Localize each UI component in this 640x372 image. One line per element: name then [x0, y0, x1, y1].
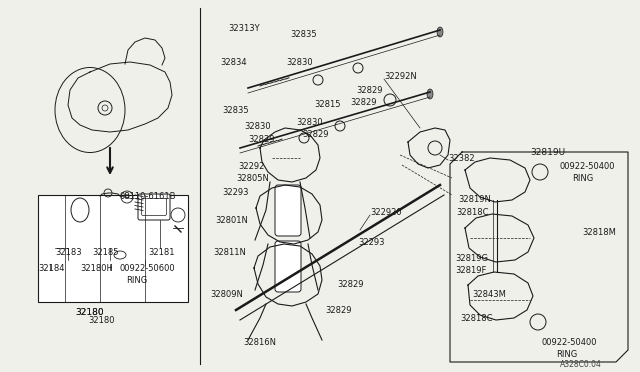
Text: 32830: 32830 — [244, 122, 271, 131]
Text: 32805N: 32805N — [236, 174, 269, 183]
FancyBboxPatch shape — [275, 241, 301, 292]
Text: 08110-6161B: 08110-6161B — [120, 192, 177, 201]
Text: 00922-50400: 00922-50400 — [542, 338, 598, 347]
Text: 32180: 32180 — [76, 308, 104, 317]
Text: 32834: 32834 — [220, 58, 246, 67]
Text: 32313Y: 32313Y — [228, 24, 260, 33]
Text: 32819G: 32819G — [455, 254, 488, 263]
FancyBboxPatch shape — [275, 185, 301, 236]
Text: 32843M: 32843M — [472, 290, 506, 299]
Text: 32801N: 32801N — [215, 216, 248, 225]
Text: 32829: 32829 — [325, 306, 351, 315]
Text: 32180H: 32180H — [80, 264, 113, 273]
FancyBboxPatch shape — [138, 194, 170, 220]
Text: 32829: 32829 — [356, 86, 383, 95]
Text: A328C0.04: A328C0.04 — [560, 360, 602, 369]
Text: 32816N: 32816N — [243, 338, 276, 347]
Text: 32818C: 32818C — [460, 314, 493, 323]
Text: 32835: 32835 — [290, 30, 317, 39]
Text: 32293: 32293 — [222, 188, 248, 197]
Text: 32809N: 32809N — [210, 290, 243, 299]
Text: 32183: 32183 — [55, 248, 82, 257]
Text: 32181: 32181 — [148, 248, 175, 257]
Text: 32185: 32185 — [92, 248, 118, 257]
Text: 32184: 32184 — [38, 264, 65, 273]
Text: 32829: 32829 — [337, 280, 364, 289]
Text: 32829: 32829 — [350, 98, 376, 107]
Text: 32292N: 32292N — [384, 72, 417, 81]
Text: 32818M: 32818M — [582, 228, 616, 237]
Text: 32180: 32180 — [88, 316, 115, 325]
Text: 32829: 32829 — [302, 130, 328, 139]
Text: 32819F: 32819F — [455, 266, 486, 275]
Text: 32830: 32830 — [286, 58, 312, 67]
Text: 32835: 32835 — [222, 106, 248, 115]
Text: 32815: 32815 — [314, 100, 340, 109]
Text: 32830: 32830 — [296, 118, 323, 127]
Text: 32818C: 32818C — [456, 208, 488, 217]
Text: RING: RING — [572, 174, 593, 183]
Text: 322920: 322920 — [370, 208, 402, 217]
Text: RING: RING — [126, 276, 147, 285]
Text: 32811N: 32811N — [213, 248, 246, 257]
Text: 32292: 32292 — [238, 162, 264, 171]
Text: RING: RING — [556, 350, 577, 359]
Text: 00922-50600: 00922-50600 — [120, 264, 175, 273]
Text: 32382: 32382 — [448, 154, 475, 163]
Ellipse shape — [437, 27, 443, 37]
Text: 32819U: 32819U — [530, 148, 565, 157]
Text: 32180: 32180 — [76, 308, 104, 317]
Text: 32829: 32829 — [248, 135, 275, 144]
FancyBboxPatch shape — [141, 199, 166, 215]
Text: D: D — [125, 195, 129, 199]
Text: 32293: 32293 — [358, 238, 385, 247]
Bar — [38, 195, 188, 302]
Text: 32819N: 32819N — [458, 195, 491, 204]
Ellipse shape — [427, 89, 433, 99]
Text: 00922-50400: 00922-50400 — [560, 162, 616, 171]
